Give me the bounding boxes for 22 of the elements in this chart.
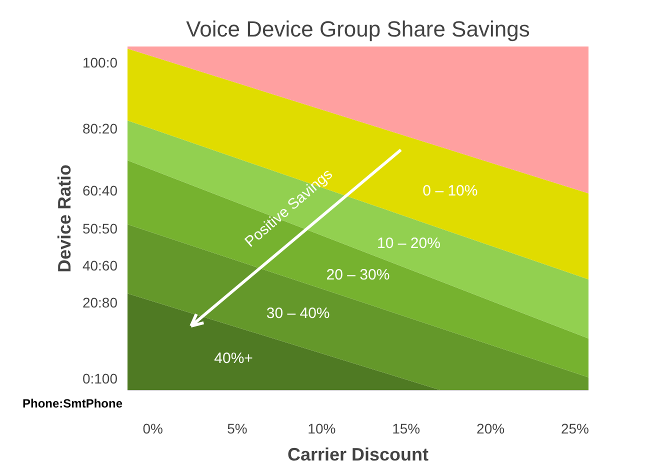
x-tick-label: 20% [476,420,505,436]
text: 100:0 [82,54,118,71]
x-tick-label: 25% [560,420,590,436]
y-axis-title: Device Ratio [54,164,74,273]
text: 40:60 [82,258,118,274]
text: 20:80 [82,294,118,310]
series-label: 40%+ [214,350,254,367]
series-label: 20 – 30% [326,266,390,284]
x-tick-label: 5% [227,420,248,436]
text: 50:50 [82,220,118,236]
text: 0:100 [82,370,118,386]
text: 60:40 [82,182,118,199]
x-tick-label: 15% [392,420,420,436]
chart-title: Voice Device Group Share Savings [186,16,530,42]
text: Phone:SmtPhone [22,396,123,410]
text: 80:20 [82,120,118,136]
x-axis-title: Carrier Discount [287,444,429,464]
x-tick-label: 10% [308,420,336,436]
series-label: 10 – 20% [377,234,440,252]
x-tick-label: 0% [142,420,163,436]
series-label: 30 – 40% [266,305,330,322]
series-label: 0 – 10% [422,182,478,200]
